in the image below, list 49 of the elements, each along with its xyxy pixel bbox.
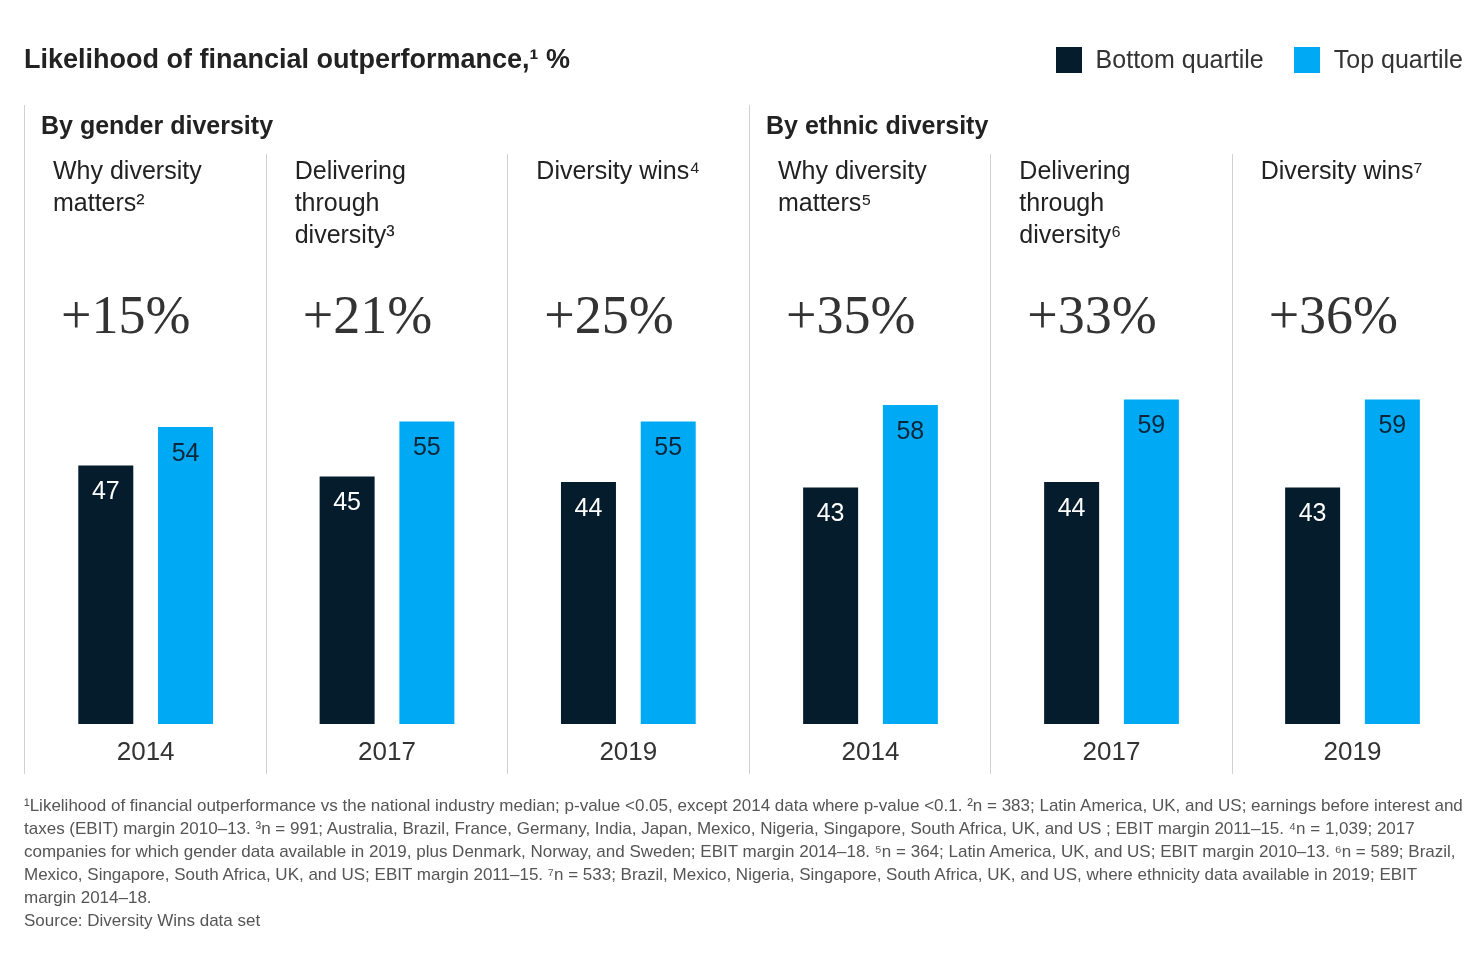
data-label: 59 bbox=[1378, 410, 1407, 438]
text: Why diversity matters² bbox=[53, 155, 203, 218]
text: +15% bbox=[60, 284, 192, 346]
bar bbox=[1123, 399, 1179, 724]
text: Why diversity matters⁵ bbox=[778, 155, 928, 218]
bar bbox=[158, 427, 214, 724]
x-tick-label: 2014 bbox=[116, 736, 175, 766]
text: +33% bbox=[1026, 284, 1158, 346]
bar bbox=[78, 465, 134, 724]
bar bbox=[1364, 399, 1420, 724]
text: ¹Likelihood of financial outperformance vs the national industry median; p-value <0.05, except 2014 data where p-value <0.1. ²n = 383; Latin America, UK, and US; earnings before interest and taxes (EBIT) margin 2010–13. ³n = 991; Australia, Brazil, France, Germany, India, Japan, Mexico, Nigeria, Singapore, South Africa, UK, and US ; EBIT margin 2011–15. ⁴n = 1,039; 2017 companies for which gender data available in 2019, plus Denmark, Norway, and Sweden; EBIT margin 2014–18. ⁵n = 364; Latin America, UK, and US; EBIT margin 2010–13. ⁶n = 589; Brazil, Mexico, Singapore, South Africa, UK, and US; EBIT margin 2011–15. ⁷n = 533; Brazil, Mexico, Nigeria, Singapore, South Africa, UK, and US, where ethnicity data available in 2019; EBIT margin 2014–18. bbox=[24, 795, 1463, 909]
data-label: 44 bbox=[574, 492, 603, 521]
data-label: 43 bbox=[816, 498, 845, 526]
data-label: 59 bbox=[1137, 410, 1166, 438]
legend-label: Bottom quartile bbox=[1095, 45, 1264, 74]
data-label: 55 bbox=[654, 432, 683, 460]
x-tick-label: 2014 bbox=[841, 736, 900, 766]
chart-title: By gender diversity bbox=[40, 110, 275, 141]
data-label: 45 bbox=[333, 487, 362, 515]
source-note: Source: Diversity Wins data set bbox=[24, 910, 262, 932]
data-label: 58 bbox=[896, 415, 925, 444]
text: Likelihood of financial outperformance,¹ % bbox=[24, 44, 571, 74]
data-label: 47 bbox=[91, 476, 120, 504]
text: Delivering through diversity⁶ bbox=[1019, 155, 1132, 250]
bar bbox=[560, 482, 616, 724]
x-tick-label: 2019 bbox=[599, 736, 658, 766]
text: +25% bbox=[543, 284, 675, 346]
x-tick-label: 2017 bbox=[358, 736, 416, 766]
text: +21% bbox=[301, 284, 434, 346]
bar bbox=[399, 421, 455, 724]
text: Delivering through diversity³ bbox=[294, 155, 407, 250]
legend-label: Top quartile bbox=[1333, 45, 1463, 74]
bar bbox=[640, 421, 696, 724]
data-label: 55 bbox=[412, 432, 441, 460]
bar bbox=[803, 487, 859, 724]
bar bbox=[1044, 482, 1100, 724]
data-label: 54 bbox=[171, 437, 200, 466]
bar bbox=[319, 476, 375, 724]
text: +36% bbox=[1267, 284, 1400, 346]
x-tick-label: 2017 bbox=[1082, 736, 1141, 766]
text: Diversity wins⁴ bbox=[536, 155, 701, 186]
data-label: 44 bbox=[1057, 492, 1086, 521]
text: Diversity wins⁷ bbox=[1260, 155, 1424, 186]
bar bbox=[882, 405, 938, 724]
text: +35% bbox=[785, 284, 917, 346]
chart-title: By ethnic diversity bbox=[765, 110, 990, 141]
data-label: 43 bbox=[1298, 498, 1327, 526]
bar bbox=[1285, 487, 1341, 724]
x-tick-label: 2019 bbox=[1323, 736, 1382, 766]
